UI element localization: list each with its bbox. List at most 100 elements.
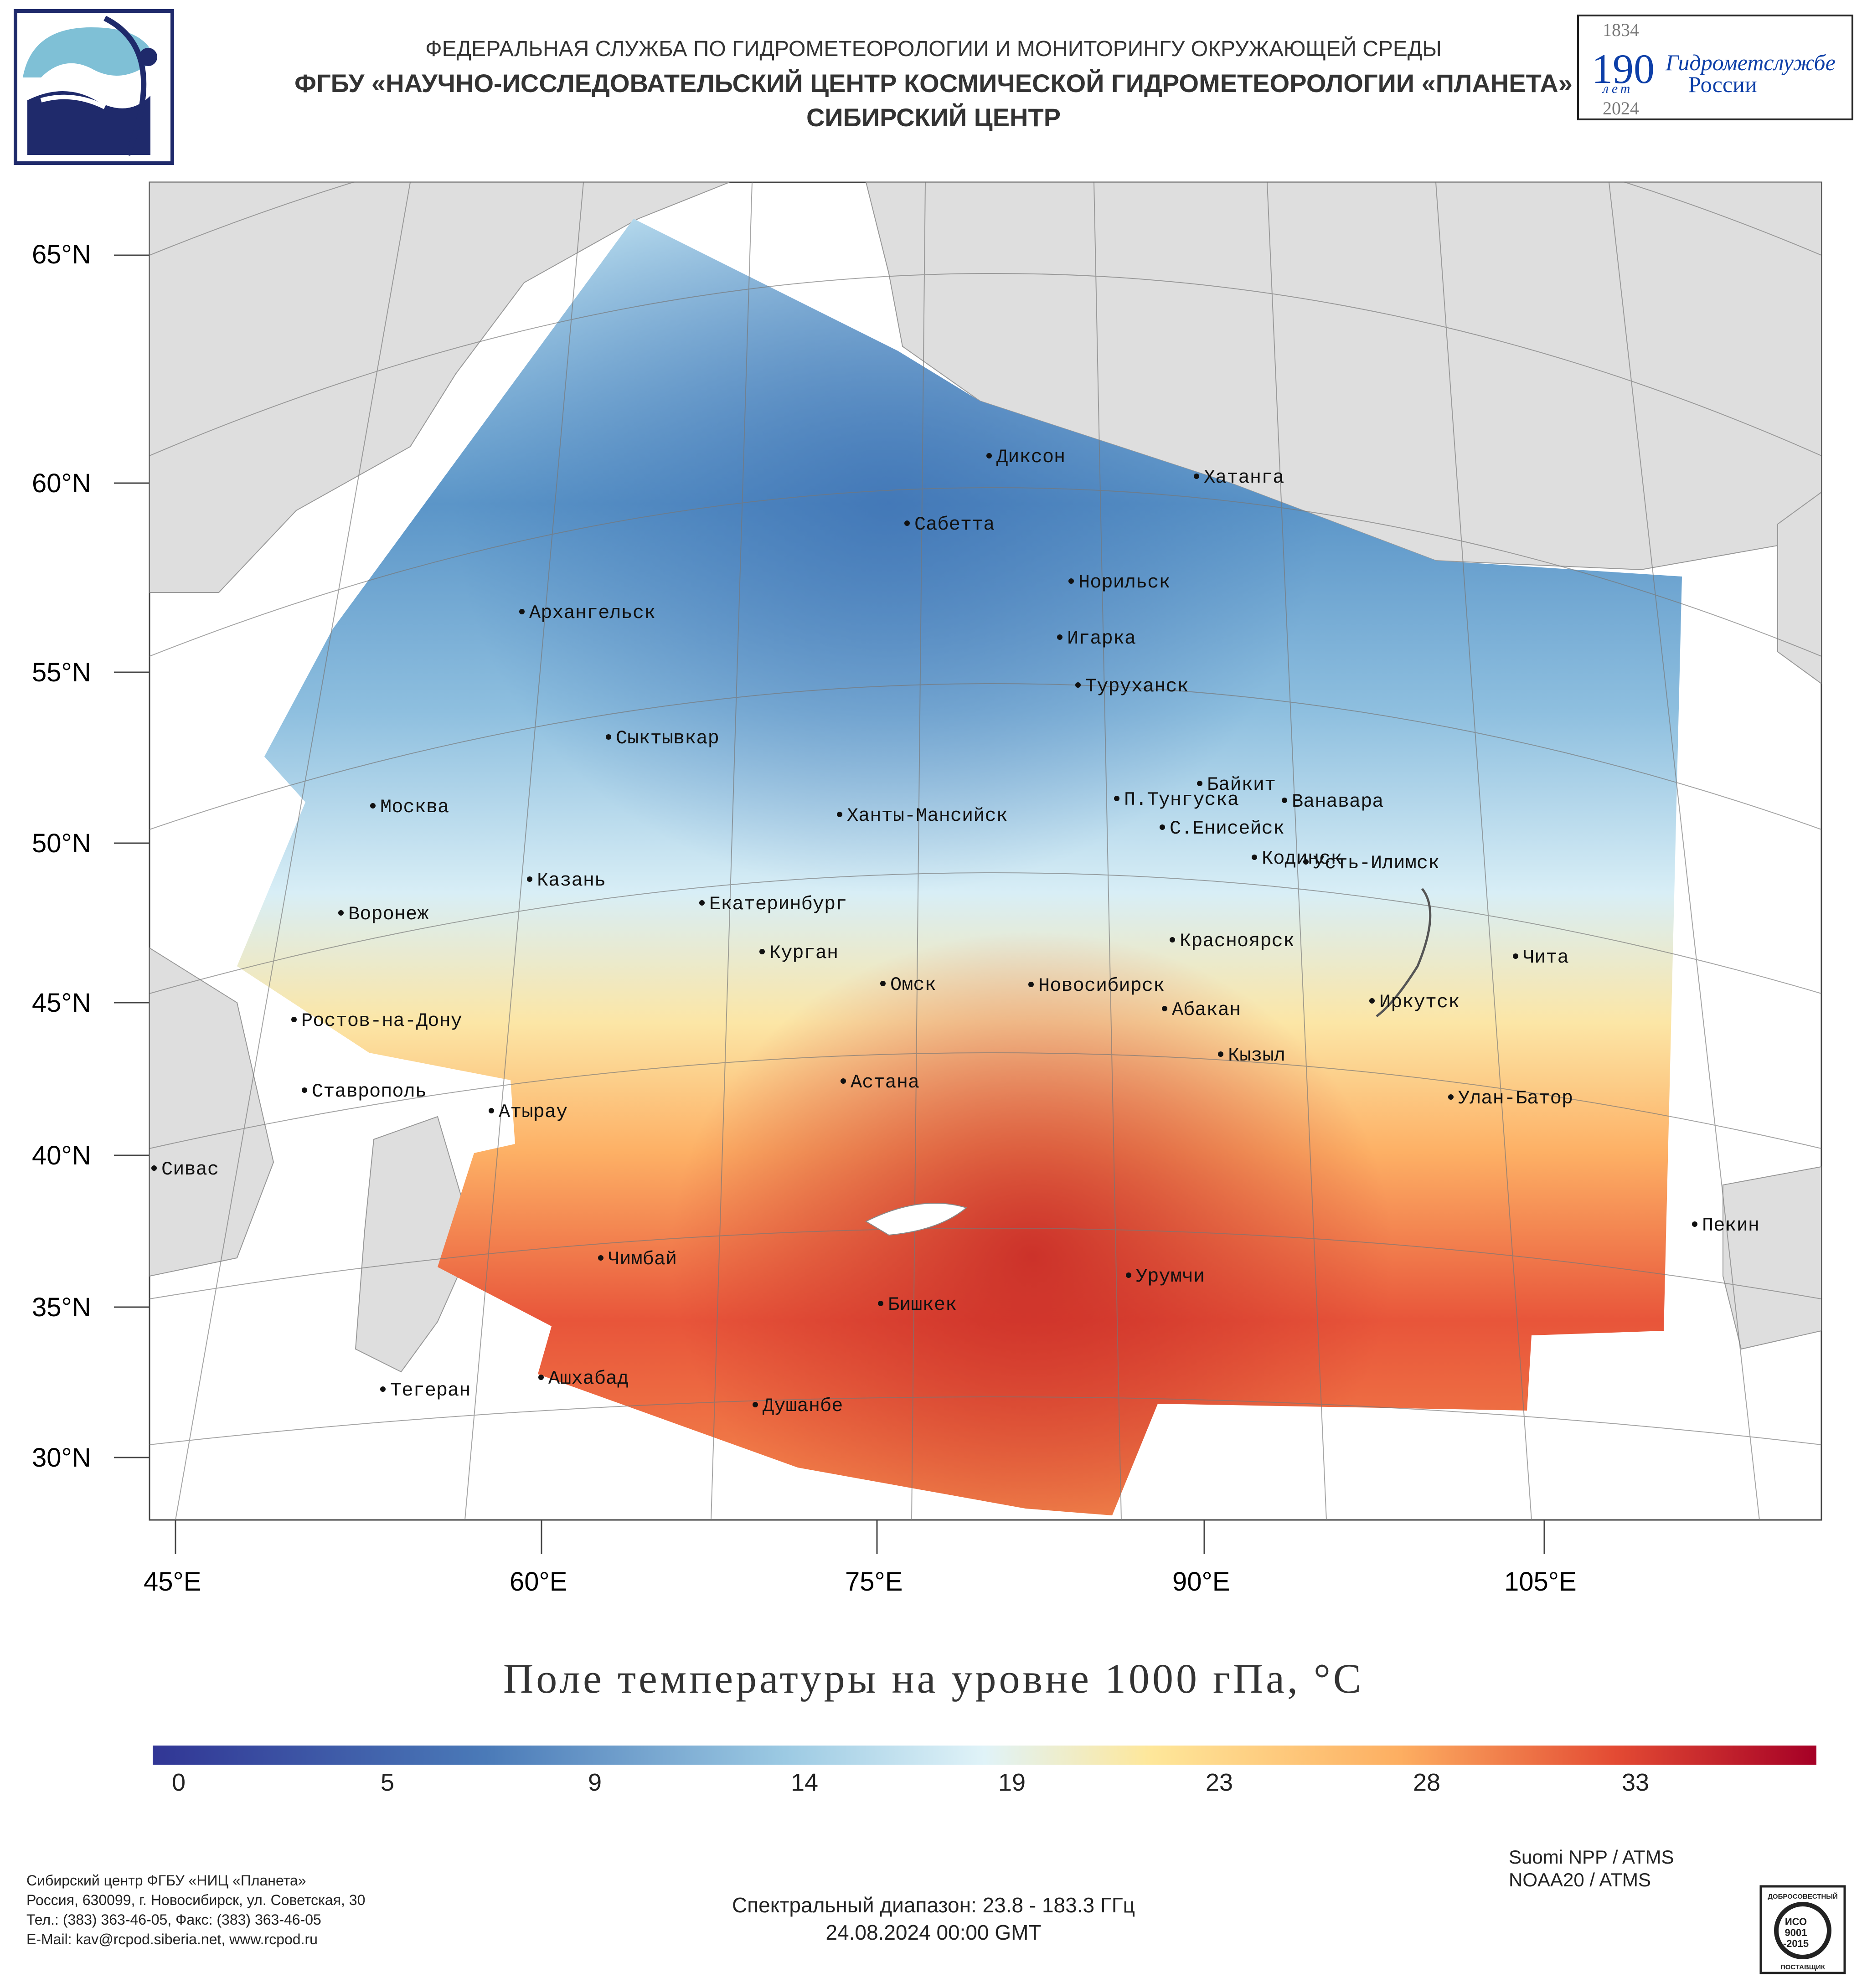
city-dot — [880, 981, 886, 986]
graticule — [150, 182, 1821, 1520]
city-label: Воронеж — [348, 903, 429, 925]
city-dot — [606, 734, 611, 740]
city-dot — [837, 812, 842, 817]
planeta-logo — [14, 9, 174, 165]
colorbar-tick: 19 — [998, 1769, 1026, 1796]
city-dot — [1513, 953, 1518, 959]
city-dot — [1162, 1006, 1167, 1011]
contact-line4: E-Mail: kav@rcpod.siberia.net, www.rcpod… — [26, 1931, 318, 1947]
city-dot — [1160, 824, 1165, 830]
iso-mid1: ИСО — [1785, 1916, 1807, 1927]
city-dot — [1126, 1272, 1131, 1278]
iso-mid3: -2015 — [1783, 1938, 1809, 1949]
city-label: Казань — [537, 870, 606, 891]
city-dot — [1194, 474, 1199, 479]
iso-mid2: 9001 — [1785, 1927, 1807, 1938]
lat-label-30: 30°N — [32, 1443, 91, 1473]
city-label: Архангельск — [529, 602, 655, 624]
satellite-sources: Suomi NPP / ATMS NOAA20 / ATMS — [1509, 1846, 1674, 1891]
city-label: Омск — [890, 974, 936, 996]
city-label: Астана — [851, 1071, 919, 1093]
city-label: Екатеринбург — [709, 893, 847, 915]
city-dot — [1692, 1221, 1697, 1227]
city-dot — [878, 1301, 883, 1306]
land-northeast — [1777, 491, 1821, 685]
city-dot — [1114, 796, 1119, 801]
city-dot — [1057, 634, 1062, 640]
city-label: Хатанга — [1204, 467, 1284, 489]
city-label: Пекин — [1702, 1215, 1759, 1236]
city-label: Душанбе — [763, 1395, 843, 1417]
colorbar-tick: 0 — [171, 1769, 186, 1796]
city-label: Чимбай — [608, 1248, 677, 1270]
iso-top-text: ДОБРОСОВЕСТНЫЙ — [1768, 1892, 1838, 1900]
city-dot — [904, 520, 910, 526]
lon-label-75: 75°E — [845, 1567, 903, 1597]
lon-label-90: 90°E — [1172, 1567, 1230, 1597]
city-label: Сыктывкар — [616, 727, 719, 749]
city-label: Кодинск — [1262, 848, 1342, 870]
city-label: Усть-Илимск — [1313, 852, 1439, 874]
contact-info: Сибирский центр ФГБУ «НИЦ «Планета» Росс… — [26, 1871, 365, 1949]
city-label: Улан-Батор — [1458, 1087, 1573, 1109]
lat-label-40: 40°N — [32, 1141, 91, 1170]
city-dot — [291, 1017, 297, 1022]
city-dot — [1218, 1051, 1223, 1057]
anniversary-name-line2: России — [1688, 72, 1757, 97]
branch-title: СИБИРСКИЙ ЦЕНТР — [806, 103, 1061, 132]
city-label: Тегеран — [390, 1380, 470, 1401]
city-label: Курган — [769, 942, 838, 964]
colorbar-title: Поле температуры на уровне 1000 гПа, °C — [503, 1655, 1364, 1702]
city-dot — [538, 1375, 544, 1380]
colorbar-tick: 14 — [790, 1769, 819, 1796]
city-dot — [699, 900, 705, 906]
city-label: Ханты-Мансийск — [847, 805, 1008, 827]
city-label: Иркутск — [1379, 991, 1460, 1013]
city-dot — [1252, 855, 1257, 860]
contact-line3: Тел.: (383) 363-46-05, Факс: (383) 363-4… — [26, 1911, 321, 1928]
lon-label-105: 105°E — [1504, 1567, 1577, 1597]
lon-ticks — [175, 1520, 1545, 1554]
city-dot — [1369, 998, 1375, 1004]
city-label: Чита — [1523, 947, 1569, 968]
city-dot — [759, 949, 765, 954]
anniversary-badge: 1834 190 лет 2024 Гидрометслужбе России — [1577, 15, 1853, 120]
satellite-2: NOAA20 / ATMS — [1509, 1869, 1651, 1890]
city-label: Сабетта — [914, 514, 995, 536]
city-markers: Диксон Хатанга Сабетта Норильск Архангельск И… — [151, 446, 1759, 1417]
land-caspian-region — [355, 1116, 475, 1373]
city-dot — [1448, 1094, 1454, 1100]
lon-label-45: 45°E — [144, 1567, 201, 1597]
city-dot — [489, 1108, 494, 1113]
city-label: Урумчи — [1136, 1266, 1205, 1288]
anniversary-name-line1: Гидрометслужбе — [1666, 50, 1836, 75]
colorbar-tick: 33 — [1621, 1769, 1650, 1796]
land-east-sea — [1723, 1166, 1821, 1350]
city-dot — [370, 803, 376, 809]
city-label: Туруханск — [1085, 675, 1189, 697]
city-dot — [986, 453, 992, 458]
city-label: Бишкек — [888, 1294, 957, 1316]
city-dot — [527, 876, 532, 882]
city-label: С.Енисейск — [1170, 818, 1284, 839]
city-label: Атырау — [499, 1101, 567, 1123]
city-label: Кызыл — [1228, 1045, 1285, 1066]
city-label: Сивас — [161, 1159, 219, 1180]
lat-label-65: 65°N — [32, 240, 91, 269]
anniversary-year-start: 1834 — [1603, 20, 1639, 40]
city-label: Новосибирск — [1038, 975, 1165, 997]
land-black-sea-region — [150, 947, 274, 1277]
city-dot — [1028, 982, 1034, 987]
anniversary-number: 190 — [1592, 46, 1655, 92]
city-dot — [841, 1078, 846, 1084]
colorbar-tick: 5 — [380, 1769, 395, 1796]
city-dot — [1282, 798, 1287, 803]
city-dot — [151, 1165, 157, 1171]
city-dot — [380, 1386, 386, 1392]
agency-title: ФЕДЕРАЛЬНАЯ СЛУЖБА ПО ГИДРОМЕТЕОРОЛОГИИ … — [425, 37, 1442, 61]
city-dot — [753, 1402, 758, 1407]
contact-line2: Россия, 630099, г. Новосибирск, ул. Сове… — [26, 1892, 366, 1908]
city-dot — [598, 1255, 603, 1261]
colorbar-tick: 9 — [588, 1769, 602, 1796]
